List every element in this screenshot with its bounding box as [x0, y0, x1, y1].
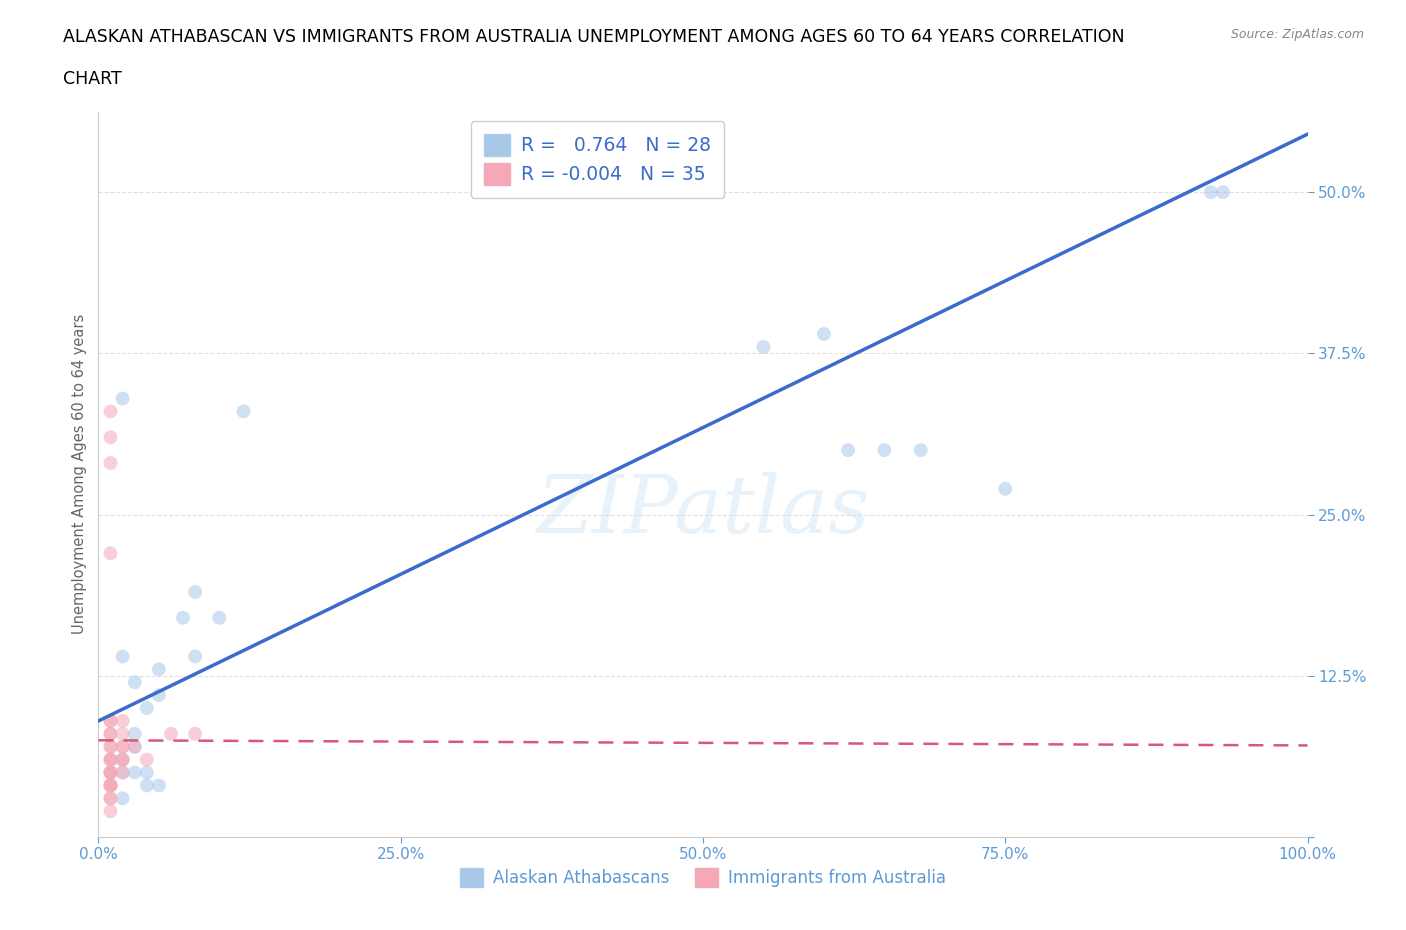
Text: ZIPatlas: ZIPatlas — [536, 472, 870, 550]
Point — [111, 765, 134, 780]
Point — [124, 765, 146, 780]
Point — [135, 700, 157, 715]
Point — [111, 739, 134, 754]
Point — [873, 443, 896, 458]
Point — [135, 752, 157, 767]
Point — [135, 765, 157, 780]
Point — [111, 752, 134, 767]
Legend: Alaskan Athabascans, Immigrants from Australia: Alaskan Athabascans, Immigrants from Aus… — [453, 861, 953, 894]
Point — [111, 765, 134, 780]
Point — [184, 585, 207, 600]
Point — [100, 726, 122, 741]
Point — [100, 430, 122, 445]
Point — [135, 778, 157, 793]
Point — [100, 546, 122, 561]
Text: Source: ZipAtlas.com: Source: ZipAtlas.com — [1230, 28, 1364, 41]
Point — [100, 778, 122, 793]
Point — [100, 752, 122, 767]
Point — [100, 739, 122, 754]
Point — [910, 443, 932, 458]
Point — [100, 752, 122, 767]
Point — [124, 739, 146, 754]
Point — [148, 687, 170, 702]
Point — [232, 404, 254, 418]
Point — [100, 713, 122, 728]
Point — [1212, 185, 1234, 200]
Point — [100, 790, 122, 805]
Point — [100, 778, 122, 793]
Point — [100, 752, 122, 767]
Point — [100, 765, 122, 780]
Point — [837, 443, 859, 458]
Point — [111, 392, 134, 406]
Point — [111, 649, 134, 664]
Point — [124, 675, 146, 690]
Point — [100, 765, 122, 780]
Point — [184, 649, 207, 664]
Point — [813, 326, 835, 341]
Point — [100, 778, 122, 793]
Point — [111, 739, 134, 754]
Point — [124, 726, 146, 741]
Point — [208, 610, 231, 625]
Text: ALASKAN ATHABASCAN VS IMMIGRANTS FROM AUSTRALIA UNEMPLOYMENT AMONG AGES 60 TO 64: ALASKAN ATHABASCAN VS IMMIGRANTS FROM AU… — [63, 28, 1125, 46]
Point — [994, 482, 1017, 497]
Point — [111, 713, 134, 728]
Point — [160, 726, 183, 741]
Point — [148, 662, 170, 677]
Point — [100, 804, 122, 818]
Point — [111, 752, 134, 767]
Point — [111, 790, 134, 805]
Point — [752, 339, 775, 354]
Y-axis label: Unemployment Among Ages 60 to 64 years: Unemployment Among Ages 60 to 64 years — [72, 314, 87, 634]
Point — [184, 726, 207, 741]
Point — [111, 726, 134, 741]
Point — [148, 778, 170, 793]
Point — [1199, 185, 1222, 200]
Point — [111, 752, 134, 767]
Point — [100, 790, 122, 805]
Point — [100, 404, 122, 418]
Point — [100, 765, 122, 780]
Point — [100, 713, 122, 728]
Point — [100, 778, 122, 793]
Point — [172, 610, 194, 625]
Point — [100, 456, 122, 471]
Point — [100, 739, 122, 754]
Point — [124, 739, 146, 754]
Point — [100, 765, 122, 780]
Point — [100, 726, 122, 741]
Text: CHART: CHART — [63, 70, 122, 87]
